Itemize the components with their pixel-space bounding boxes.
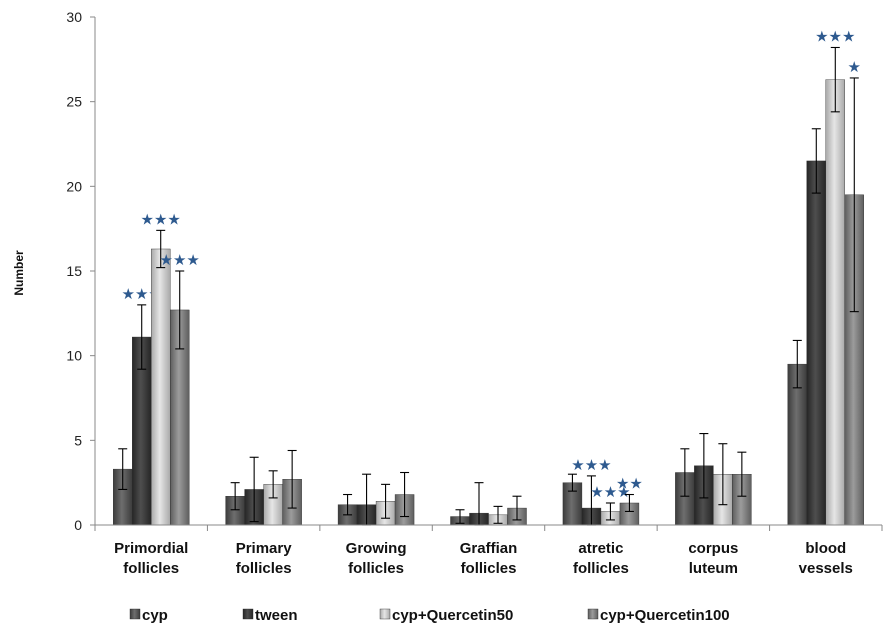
x-category-label: follicles <box>123 560 179 577</box>
x-category-label: luteum <box>689 560 738 577</box>
y-tick-label: 15 <box>66 263 82 279</box>
x-category-label: vessels <box>799 560 853 577</box>
x-category-label: follicles <box>573 560 629 577</box>
legend-label: cyp+Quercetin100 <box>600 607 730 624</box>
y-tick-label: 10 <box>66 348 82 364</box>
bar-tween <box>806 160 826 526</box>
significance-stars: ★★★ <box>571 456 611 474</box>
y-tick-label: 30 <box>66 9 82 25</box>
legend-swatch-cyp+Quercetin100 <box>587 608 599 620</box>
significance-stars: ★ <box>848 58 861 76</box>
x-category-label: follicles <box>236 560 292 577</box>
x-category-label: Graffian <box>460 540 518 557</box>
legend-label: cyp+Quercetin50 <box>392 607 513 624</box>
x-category-label: blood <box>805 540 846 557</box>
x-category-label: Growing <box>346 540 407 557</box>
x-category-label: Primary <box>236 540 293 557</box>
significance-stars: ★★★ <box>815 27 855 45</box>
y-tick-label: 0 <box>74 517 82 533</box>
legend-swatch-cyp <box>129 608 141 620</box>
y-tick-label: 20 <box>66 178 82 194</box>
y-axis-title: Number <box>12 250 26 296</box>
bar-cyp+Quercetin50 <box>825 79 845 526</box>
x-category-label: atretic <box>578 540 623 557</box>
x-category-label: corpus <box>688 540 738 557</box>
x-category-label: follicles <box>461 560 517 577</box>
bar-cyp+Quercetin50 <box>151 248 171 526</box>
significance-stars: ★★★ <box>160 251 200 269</box>
y-tick-label: 25 <box>66 94 82 110</box>
legend-label: cyp <box>142 607 168 624</box>
x-category-label: follicles <box>348 560 404 577</box>
significance-stars: ★★★ <box>141 210 181 228</box>
legend-label: tween <box>255 607 298 624</box>
x-category-label: Primordial <box>114 540 188 557</box>
significance-stars: ★★★ <box>590 483 630 501</box>
y-axis-title-group: Number <box>12 250 26 296</box>
legend-swatch-tween <box>242 608 254 620</box>
legend-swatch-cyp+Quercetin50 <box>379 608 391 620</box>
y-tick-label: 5 <box>74 432 82 448</box>
significance-stars: ★★ <box>616 475 643 493</box>
